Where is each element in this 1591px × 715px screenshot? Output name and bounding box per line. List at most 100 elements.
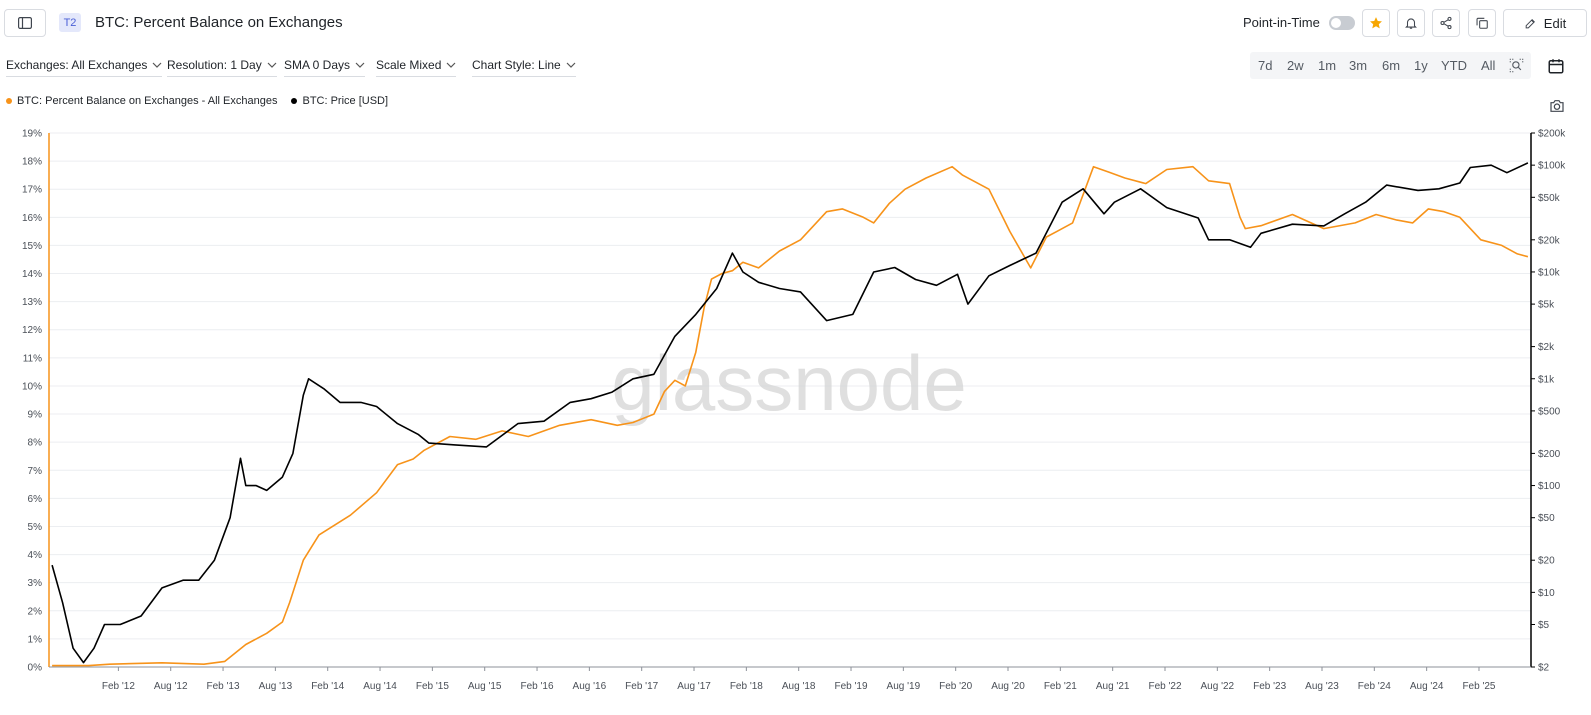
y-right-tick-label: $20	[1538, 556, 1555, 567]
x-tick-label: Feb '19	[834, 681, 867, 692]
legend-item-price[interactable]: BTC: Price [USD]	[291, 95, 388, 107]
legend-label-balance: BTC: Percent Balance on Exchanges - All …	[17, 95, 278, 107]
y-right-tick-label: $5	[1538, 620, 1550, 631]
y-left-tick-label: 17%	[22, 185, 42, 196]
sidebar-icon	[18, 17, 32, 29]
alert-button[interactable]	[1397, 9, 1425, 37]
range-7d-button[interactable]: 7d	[1258, 58, 1273, 73]
chart-area: glassnode 0% 1% 2% 3% 4% 5% 6% 7% 8% 9% 10% 11% 12% 1…	[22, 129, 1566, 693]
y-left-tick-label: 1%	[28, 634, 43, 645]
range-6m-button[interactable]: 6m	[1382, 58, 1401, 73]
chart-style-dropdown-label: Chart Style: Line	[472, 58, 561, 72]
point-in-time-label: Point-in-Time	[1243, 15, 1320, 30]
range-2w-button[interactable]: 2w	[1287, 58, 1304, 73]
resolution-dropdown[interactable]: Resolution: 1 Day	[167, 58, 277, 77]
x-tick-label: Aug '14	[363, 681, 397, 692]
y-right-tick-label: $200	[1538, 449, 1561, 460]
y-left-tick-label: 3%	[28, 578, 43, 589]
x-tick-label: Aug '23	[1305, 681, 1339, 692]
time-range-selector: 7d 2w 1m 3m 6m 1y YTD All	[1250, 52, 1531, 79]
y-left-tick-label: 5%	[28, 522, 43, 533]
x-tick-label: Feb '25	[1462, 681, 1495, 692]
y-left-tick-label: 14%	[22, 269, 42, 280]
favorite-button[interactable]	[1362, 9, 1390, 37]
x-tick-label: Feb '20	[939, 681, 972, 692]
y-left-tick-label: 7%	[28, 466, 43, 477]
resolution-dropdown-label: Resolution: 1 Day	[167, 58, 262, 72]
y-right-tick-label: $2k	[1538, 342, 1555, 353]
sma-dropdown[interactable]: SMA 0 Days	[284, 58, 366, 77]
series-line-price	[51, 162, 1529, 664]
x-tick-label: Aug '24	[1410, 681, 1444, 692]
sidebar-toggle-button[interactable]	[4, 9, 46, 37]
pencil-icon	[1525, 18, 1535, 28]
page-title: BTC: Percent Balance on Exchanges	[95, 14, 343, 31]
y-right-tick-label: $10k	[1538, 267, 1561, 278]
scale-dropdown[interactable]: Scale Mixed	[376, 58, 457, 77]
chevron-down-icon	[446, 62, 456, 68]
x-tick-label: Feb '18	[730, 681, 763, 692]
x-tick-label: Feb '16	[521, 681, 554, 692]
calendar-icon[interactable]	[1547, 57, 1565, 75]
x-tick-label: Feb '21	[1044, 681, 1077, 692]
y-left-tick-label: 12%	[22, 325, 42, 336]
x-tick-label: Feb '13	[207, 681, 240, 692]
camera-icon[interactable]	[1549, 99, 1565, 113]
duplicate-button[interactable]	[1468, 9, 1496, 37]
y-left-tick-label: 0%	[28, 663, 43, 674]
x-tick-label: Aug '12	[154, 681, 188, 692]
x-tick-label: Aug '17	[677, 681, 711, 692]
legend-label-price: BTC: Price [USD]	[302, 95, 389, 107]
x-tick-label: Aug '19	[887, 681, 921, 692]
zoom-select-icon[interactable]	[1509, 58, 1524, 73]
share-button[interactable]	[1432, 9, 1460, 37]
y-right-tick-label: $10	[1538, 588, 1555, 599]
x-tick-label: Aug '16	[573, 681, 607, 692]
range-ytd-button[interactable]: YTD	[1441, 58, 1467, 73]
y-left-tick-label: 15%	[22, 241, 42, 252]
x-tick-label: Feb '14	[311, 681, 344, 692]
y-left-tick-label: 10%	[22, 381, 42, 392]
y-right-tick-label: $50k	[1538, 193, 1561, 204]
x-tick-label: Feb '24	[1358, 681, 1391, 692]
bell-icon	[1405, 18, 1417, 29]
point-in-time-toggle[interactable]	[1329, 16, 1355, 30]
x-tick-label: Feb '12	[102, 681, 135, 692]
x-tick-label: Feb '15	[416, 681, 449, 692]
series-layer	[51, 162, 1529, 667]
y-right-tick-label: $100	[1538, 481, 1561, 492]
range-1m-button[interactable]: 1m	[1318, 58, 1337, 73]
range-all-button[interactable]: All	[1481, 58, 1496, 73]
exchanges-dropdown[interactable]: Exchanges: All Exchanges	[6, 58, 163, 77]
legend-item-balance[interactable]: BTC: Percent Balance on Exchanges - All …	[6, 95, 277, 107]
y-left-tick-label: 18%	[22, 157, 42, 168]
legend-dot-price	[291, 98, 298, 104]
y-right-tick-label: $100k	[1538, 161, 1566, 172]
y-right-tick-label: $2	[1538, 663, 1550, 674]
top-bar: T2 BTC: Percent Balance on Exchanges Poi…	[0, 0, 1591, 46]
sma-dropdown-label: SMA 0 Days	[284, 58, 351, 72]
y-left-tick-label: 8%	[28, 438, 43, 449]
chart-style-dropdown[interactable]: Chart Style: Line	[472, 58, 576, 77]
series-line-balance	[52, 165, 1529, 667]
x-tick-label: Feb '22	[1148, 681, 1181, 692]
left-axis: 0% 1% 2% 3% 4% 5% 6% 7% 8% 9% 10% 11% 12% 13% 14% 15% 16…	[22, 129, 50, 674]
chart-toolbar: Exchanges: All Exchanges Resolution: 1 D…	[0, 52, 1591, 80]
edit-button[interactable]: Edit	[1503, 9, 1587, 37]
y-right-tick-label: $1k	[1538, 374, 1555, 385]
x-tick-label: Aug '22	[1201, 681, 1235, 692]
x-tick-label: Aug '13	[259, 681, 293, 692]
x-tick-label: Aug '18	[782, 681, 816, 692]
range-3m-button[interactable]: 3m	[1349, 58, 1368, 73]
y-left-tick-label: 6%	[28, 494, 43, 505]
watermark: glassnode	[611, 339, 967, 427]
chevron-down-icon	[267, 62, 277, 68]
y-left-tick-label: 9%	[28, 410, 43, 421]
x-tick-label: Feb '23	[1253, 681, 1286, 692]
copy-icon	[1476, 17, 1488, 29]
range-1y-button[interactable]: 1y	[1414, 58, 1428, 73]
x-axis: Feb '12 Aug '12 Feb '13 Aug '13 Feb '14 Aug '…	[49, 666, 1531, 692]
y-left-tick-label: 2%	[28, 606, 43, 617]
y-left-tick-label: 13%	[22, 297, 42, 308]
scale-dropdown-label: Scale Mixed	[376, 58, 442, 72]
